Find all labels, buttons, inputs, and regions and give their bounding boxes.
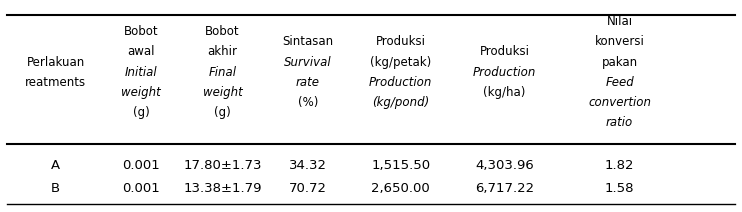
Text: 70.72: 70.72 [289,182,327,195]
Text: (kg/ha): (kg/ha) [483,86,526,99]
Text: konversi: konversi [594,35,645,48]
Text: weight: weight [121,86,161,99]
Text: pakan: pakan [602,56,637,68]
Text: Produksi: Produksi [375,35,426,48]
Text: akhir: akhir [208,45,237,59]
Text: convertion: convertion [588,96,651,109]
Text: 0.001: 0.001 [122,159,160,172]
Text: (g): (g) [214,106,231,119]
Text: weight: weight [203,86,243,99]
Text: ratio: ratio [606,116,633,129]
Text: 17.80±1.73: 17.80±1.73 [183,159,262,172]
Text: Sintasan: Sintasan [283,35,333,48]
Text: Survival: Survival [284,56,332,68]
Text: Nilai: Nilai [606,15,633,28]
Text: 1.82: 1.82 [605,159,634,172]
Text: Perlakuan: Perlakuan [27,56,85,68]
Text: 1.58: 1.58 [605,182,634,195]
Text: Feed: Feed [605,76,634,89]
Text: awal: awal [127,45,155,59]
Text: (kg/pond): (kg/pond) [372,96,430,109]
Text: reatments: reatments [25,76,86,89]
Text: (%): (%) [298,96,318,109]
Text: A: A [51,159,60,172]
Text: Bobot: Bobot [206,25,240,38]
Text: 13.38±1.79: 13.38±1.79 [183,182,262,195]
Text: Production: Production [473,66,536,79]
Text: Bobot: Bobot [124,25,158,38]
Text: Initial: Initial [125,66,157,79]
Text: (kg/petak): (kg/petak) [370,56,431,68]
Text: rate: rate [296,76,320,89]
Text: 2,650.00: 2,650.00 [371,182,430,195]
Text: (g): (g) [133,106,149,119]
Text: 6,717.22: 6,717.22 [475,182,534,195]
Text: Final: Final [209,66,237,79]
Text: 0.001: 0.001 [122,182,160,195]
Text: Production: Production [369,76,433,89]
Text: 34.32: 34.32 [289,159,327,172]
Text: 1,515.50: 1,515.50 [371,159,430,172]
Text: B: B [51,182,60,195]
Text: 4,303.96: 4,303.96 [475,159,534,172]
Text: Produksi: Produksi [479,45,530,59]
